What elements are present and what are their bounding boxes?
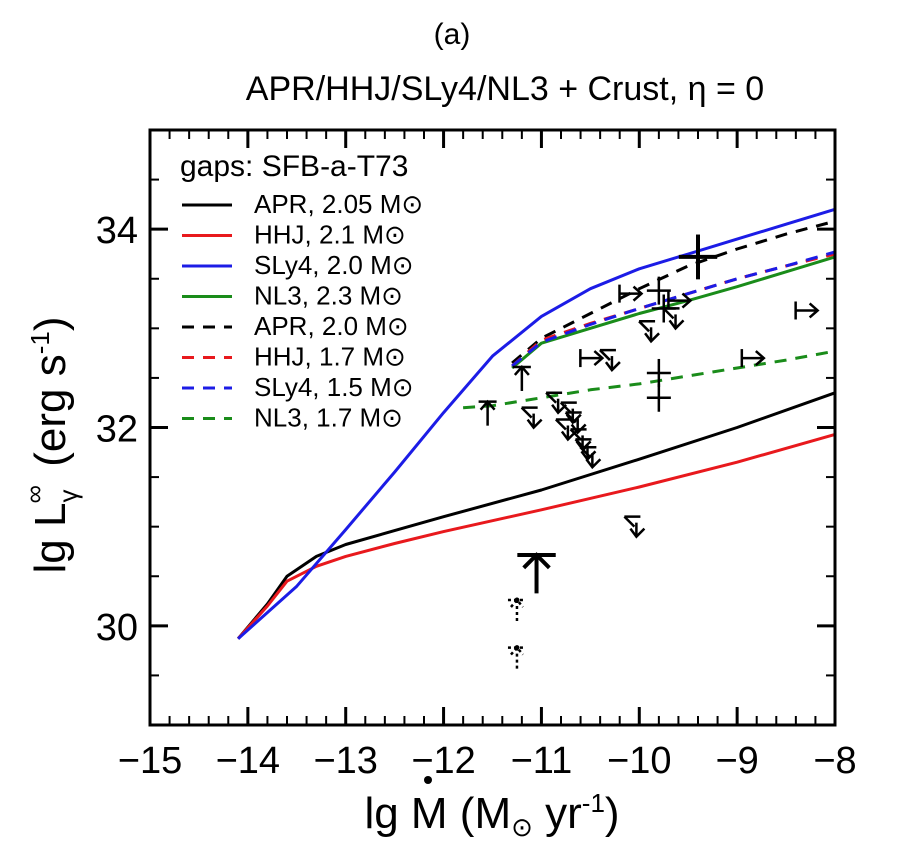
observation-marker-cross bbox=[646, 383, 671, 412]
y-tick-label: 32 bbox=[96, 409, 138, 451]
legend-label: APR, 2.05 M⊙ bbox=[254, 189, 423, 219]
series-line-6 bbox=[511, 250, 836, 368]
observation-marker-right bbox=[667, 291, 693, 310]
x-tick-label: −11 bbox=[511, 740, 573, 782]
plot-series bbox=[236, 207, 836, 640]
x-tick-label: −15 bbox=[118, 740, 182, 782]
legend-label: SLy4, 1.5 M⊙ bbox=[254, 372, 414, 402]
axis-ticks: −15 −14 −13 −12 −11 −10 −9 −8 30 32 34 bbox=[96, 129, 857, 782]
series-line-4 bbox=[511, 219, 836, 365]
observation-marker-right bbox=[794, 301, 820, 320]
svg-text:lg M (M⊙ yr-1): lg M (M⊙ yr-1) bbox=[364, 788, 619, 842]
legend: gaps: SFB-a-T73 APR, 2.05 M⊙HHJ, 2.1 M⊙S… bbox=[180, 150, 423, 433]
series-line-7 bbox=[462, 349, 836, 410]
x-tick-label: −13 bbox=[313, 740, 377, 782]
observation-marker-upperlim bbox=[623, 515, 646, 539]
observation-marker-right bbox=[579, 349, 605, 368]
observation-marker-upperlim bbox=[638, 320, 660, 344]
panel-label: (a) bbox=[434, 18, 471, 51]
y-axis-label: lg Lγ∞ (erg s-1) bbox=[19, 317, 83, 574]
observation-marker-upperlim bbox=[545, 391, 567, 415]
x-tick-label: −8 bbox=[813, 740, 856, 782]
plot-observations bbox=[478, 234, 820, 670]
x-tick-label: −14 bbox=[216, 740, 280, 782]
observation-marker-upright bbox=[478, 399, 497, 426]
x-axis-label: lg M (M⊙ yr-1) bbox=[364, 776, 620, 842]
observation-marker-cross bbox=[646, 276, 671, 305]
observation-marker-lowerlim bbox=[517, 552, 556, 594]
observation-marker-right bbox=[740, 349, 766, 368]
chart-title: APR/HHJ/SLy4/NL3 + Crust, η = 0 bbox=[246, 70, 764, 108]
observation-marker-dotted bbox=[507, 645, 526, 670]
observation-marker-right bbox=[618, 284, 644, 303]
observation-marker-dotted bbox=[507, 597, 526, 622]
y-tick-label: 34 bbox=[96, 210, 138, 252]
observation-marker-upright bbox=[512, 365, 531, 391]
series-line-3 bbox=[511, 255, 836, 370]
observation-marker-upperlim bbox=[599, 348, 621, 372]
observation-marker-cross bbox=[646, 358, 671, 387]
legend-label: NL3, 2.3 M⊙ bbox=[254, 281, 403, 311]
x-tick-label: −12 bbox=[411, 740, 475, 782]
series-line-2 bbox=[237, 207, 836, 640]
observation-marker-upperlim bbox=[662, 307, 685, 331]
x-tick-label: −10 bbox=[607, 740, 671, 782]
legend-label: HHJ, 1.7 M⊙ bbox=[254, 342, 406, 372]
x-tick-label: −9 bbox=[715, 740, 758, 782]
legend-label: HHJ, 2.1 M⊙ bbox=[254, 220, 406, 250]
legend-header: gaps: SFB-a-T73 bbox=[180, 150, 408, 183]
series-line-0 bbox=[236, 391, 836, 640]
observation-dot bbox=[514, 597, 520, 603]
legend-label: NL3, 1.7 M⊙ bbox=[254, 403, 403, 433]
series-line-1 bbox=[236, 432, 836, 640]
observation-marker-upperlim bbox=[520, 406, 543, 430]
svg-text:lg Lγ∞ (erg s-1): lg Lγ∞ (erg s-1) bbox=[19, 317, 83, 574]
legend-label: SLy4, 2.0 M⊙ bbox=[254, 250, 414, 280]
y-tick-label: 30 bbox=[96, 607, 138, 649]
legend-label: APR, 2.0 M⊙ bbox=[254, 311, 409, 341]
observation-dot bbox=[514, 645, 520, 651]
observation-marker-cross bbox=[678, 234, 718, 280]
observation-marker-upperlim bbox=[579, 446, 602, 470]
series-line-5 bbox=[511, 252, 836, 368]
observation-marker-upperlim bbox=[555, 418, 577, 442]
